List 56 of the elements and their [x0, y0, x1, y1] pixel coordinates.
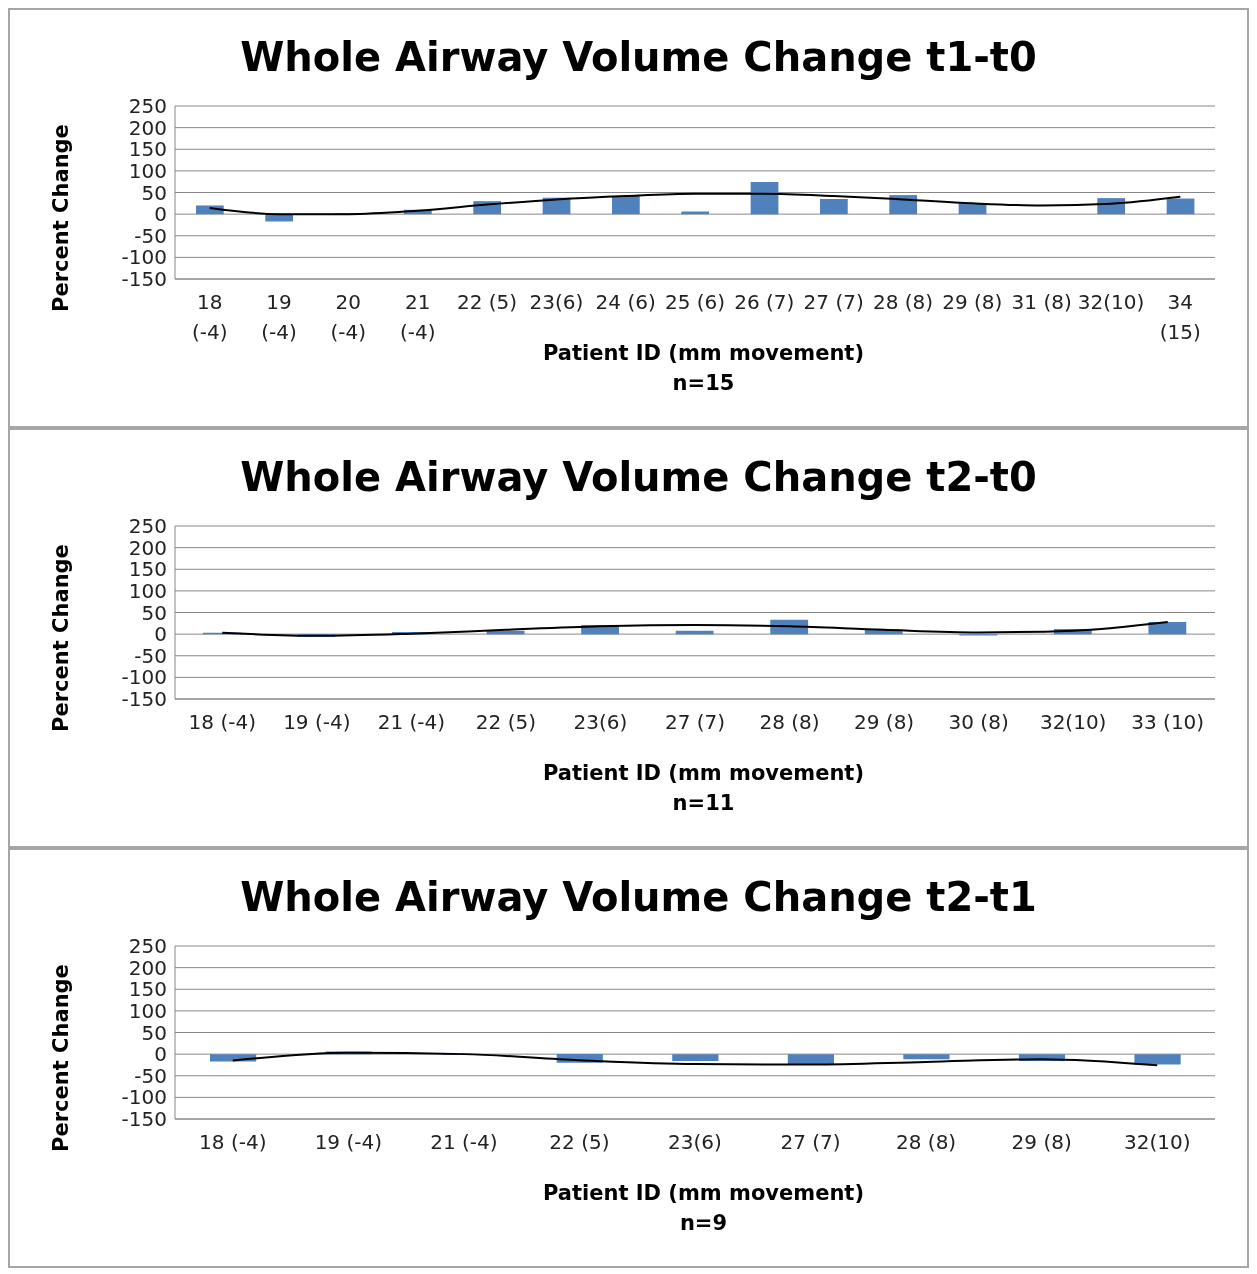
x-tick-label: 28 (8): [896, 1130, 957, 1154]
y-axis-title: Percent Change: [49, 543, 73, 732]
text: n=15: [671, 371, 736, 395]
x-tick-label: 23(6): [668, 1130, 722, 1154]
y-tick-label: -150: [121, 1107, 167, 1132]
x-axis-title: Patient ID (mm movement): [542, 761, 865, 785]
x-tick-label: 28 (8): [759, 710, 820, 734]
x-axis-title: Patient ID (mm movement): [542, 1181, 865, 1205]
y-tick-label: -150: [121, 687, 167, 712]
x-tick-label: 23(6): [573, 710, 628, 734]
x-tick-label: 20 (-4): [330, 290, 367, 344]
x-tick-label: 29 (8): [942, 290, 1003, 314]
text: n=11: [671, 791, 736, 815]
y-axis-title: Percent Change: [49, 963, 73, 1152]
x-axis-title: Patient ID (mm movement): [543, 341, 864, 365]
x-tick-label: 18 (-4): [188, 710, 256, 734]
x-tick-label: 18 (-4): [199, 1130, 267, 1154]
x-tick-label: 19 (-4): [283, 710, 351, 734]
y-tick-label: -100: [121, 245, 167, 270]
x-tick-label: 29 (8): [1011, 1130, 1072, 1154]
y-tick-label: 50: [141, 600, 167, 625]
chart-title: Whole Airway Volume Change t2-t0: [239, 454, 1038, 502]
x-tick-label: 19 (-4): [261, 290, 297, 344]
x-tick-label: 33 (10): [1131, 710, 1205, 734]
text: n=9: [678, 1211, 729, 1235]
x-tick-label: 21 (-4): [430, 1130, 498, 1154]
x-tick-label: 25 (6): [664, 290, 726, 314]
x-tick-label: 32(10): [1123, 1130, 1191, 1154]
y-tick-label: -150: [121, 267, 167, 292]
chart-title: Whole Airway Volume Change t1-t0: [239, 34, 1038, 82]
x-tick-label: 22 (5): [475, 710, 536, 734]
x-tick-label: 28 (8): [872, 290, 934, 314]
x-tick-label: 27 (7): [780, 1130, 841, 1154]
x-tick-label: 22 (5): [549, 1130, 610, 1154]
y-tick-label: 50: [141, 1020, 167, 1045]
x-tick-label: 18 (-4): [191, 290, 228, 344]
chart-title: Whole Airway Volume Change t2-t1: [239, 874, 1038, 922]
x-tick-label: 31 (8): [1011, 290, 1072, 314]
y-tick-label: -100: [121, 1085, 167, 1110]
x-tick-label: 34 (15): [1159, 290, 1201, 344]
y-axis-title: Percent Change: [49, 123, 73, 312]
x-tick-label: 32(10): [1077, 290, 1145, 314]
x-tick-label: 27 (7): [803, 290, 864, 314]
x-tick-label: 19 (-4): [314, 1130, 383, 1154]
x-tick-label: 26 (7): [734, 290, 795, 314]
y-tick-label: -100: [121, 665, 167, 690]
x-tick-label: 29 (8): [854, 710, 915, 734]
x-tick-label: 24 (6): [595, 290, 656, 314]
x-tick-label: 21 (-4): [377, 710, 446, 734]
x-tick-label: 27 (7): [664, 710, 726, 734]
y-tick-label: 50: [141, 180, 167, 205]
x-tick-label: 21 (-4): [399, 290, 436, 344]
x-tick-label: 23(6): [529, 290, 584, 314]
x-tick-label: 30 (8): [948, 710, 1009, 734]
x-tick-label: 22 (5): [456, 290, 518, 314]
x-tick-label: 32(10): [1039, 710, 1107, 734]
